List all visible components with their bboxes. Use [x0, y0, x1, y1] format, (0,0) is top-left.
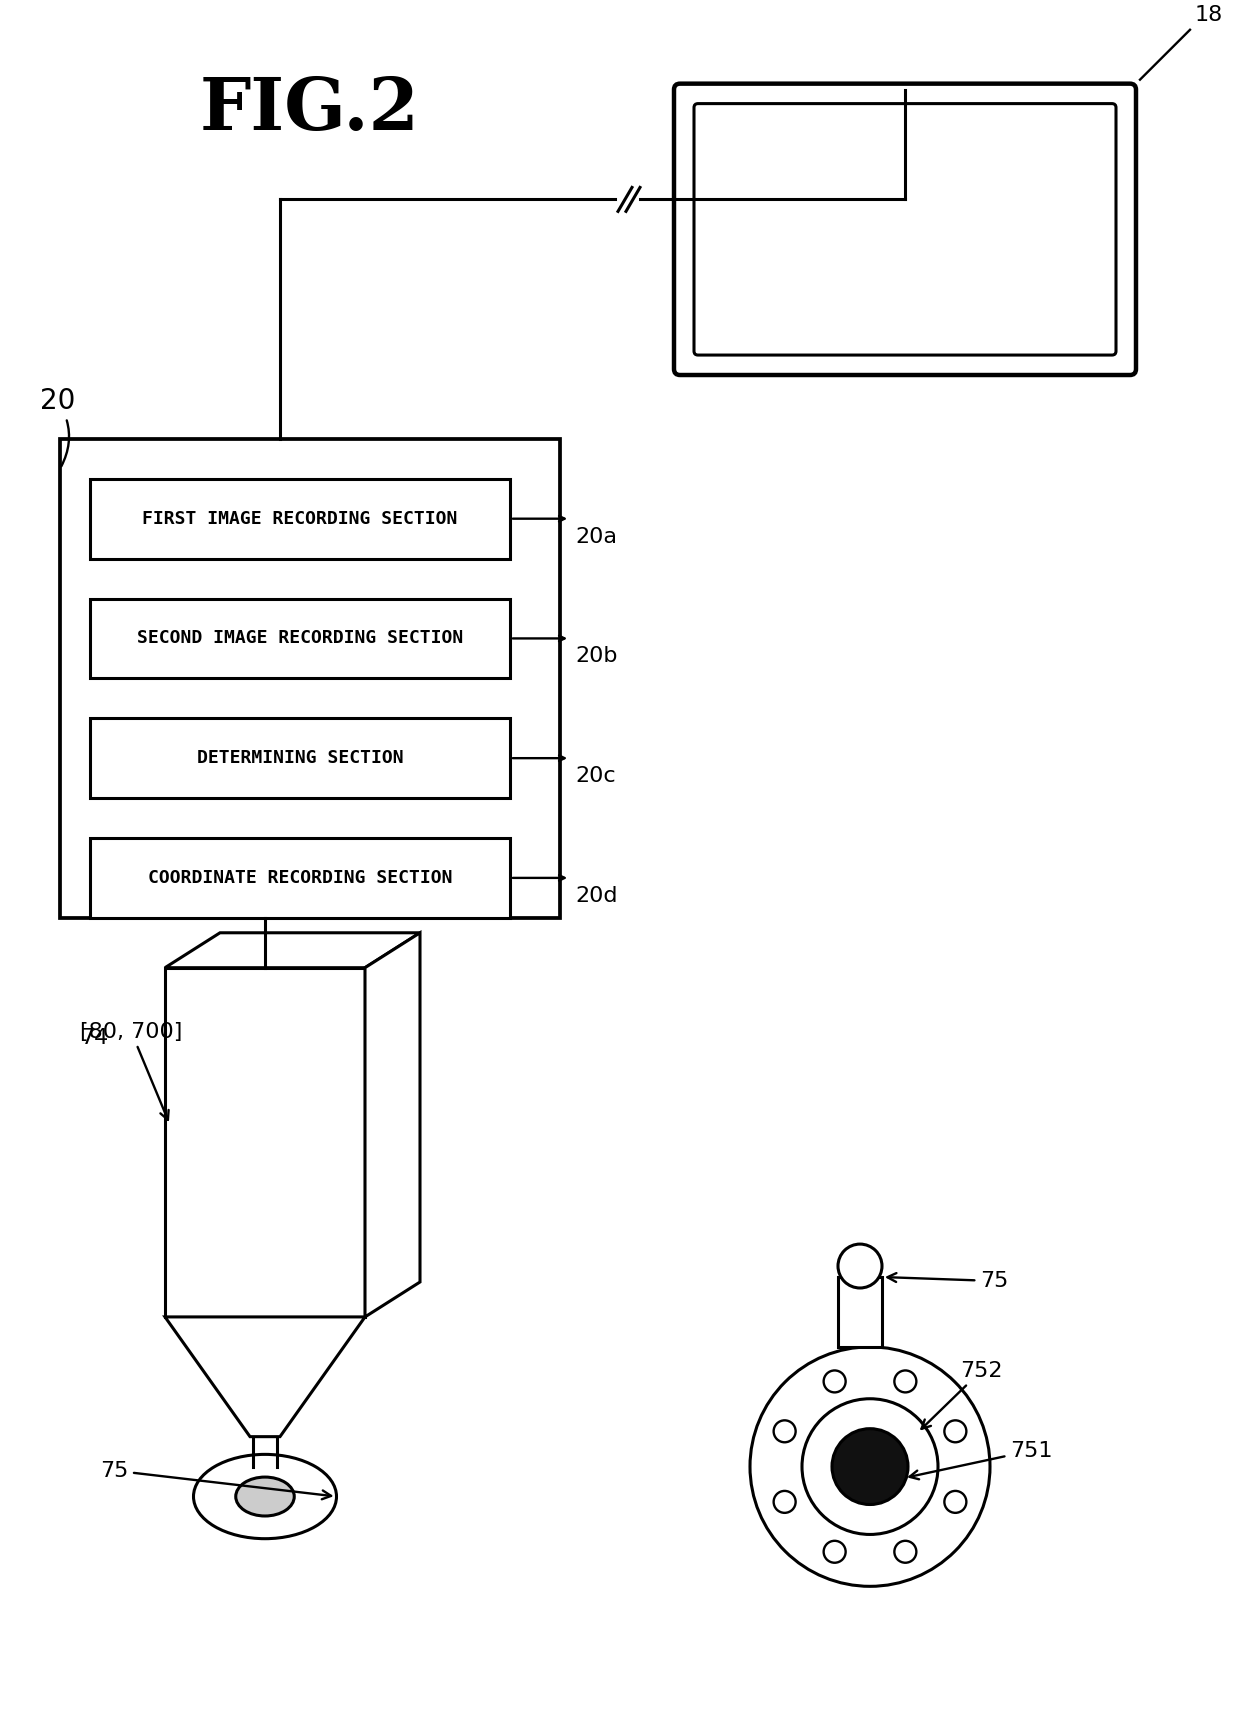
Text: [80, 700]: [80, 700] — [81, 1021, 182, 1120]
Circle shape — [894, 1542, 916, 1562]
Polygon shape — [165, 932, 420, 967]
Circle shape — [802, 1399, 937, 1535]
Circle shape — [750, 1347, 990, 1587]
Bar — [91, 838, 510, 918]
Text: FIRST IMAGE RECORDING SECTION: FIRST IMAGE RECORDING SECTION — [143, 510, 458, 528]
Text: 20a: 20a — [575, 526, 618, 547]
Circle shape — [823, 1542, 846, 1562]
Text: 20: 20 — [40, 387, 76, 467]
Bar — [91, 479, 510, 559]
FancyBboxPatch shape — [675, 83, 1136, 375]
Circle shape — [945, 1491, 966, 1512]
Bar — [91, 599, 510, 679]
Polygon shape — [365, 932, 420, 1318]
Circle shape — [945, 1420, 966, 1443]
Text: 75: 75 — [888, 1271, 1008, 1292]
Circle shape — [894, 1370, 916, 1392]
Ellipse shape — [193, 1455, 336, 1538]
Text: 752: 752 — [921, 1361, 1002, 1429]
Bar — [165, 967, 365, 1318]
Text: 20b: 20b — [575, 646, 618, 667]
Ellipse shape — [236, 1477, 294, 1516]
Bar — [838, 1278, 882, 1347]
Circle shape — [832, 1429, 908, 1505]
Bar — [91, 719, 510, 799]
Text: FIG.2: FIG.2 — [200, 75, 420, 146]
Text: 75: 75 — [100, 1460, 331, 1500]
Text: 74: 74 — [81, 1028, 108, 1047]
Circle shape — [838, 1245, 882, 1288]
Circle shape — [774, 1491, 796, 1512]
Text: 20c: 20c — [575, 766, 615, 786]
Text: COORDINATE RECORDING SECTION: COORDINATE RECORDING SECTION — [148, 870, 453, 887]
Bar — [60, 439, 560, 918]
Text: SECOND IMAGE RECORDING SECTION: SECOND IMAGE RECORDING SECTION — [136, 630, 463, 648]
Circle shape — [823, 1370, 846, 1392]
Text: DETERMINING SECTION: DETERMINING SECTION — [197, 750, 403, 767]
Circle shape — [774, 1420, 796, 1443]
FancyBboxPatch shape — [694, 104, 1116, 356]
Text: 18: 18 — [1195, 5, 1223, 24]
Text: 20d: 20d — [575, 885, 618, 906]
Text: 751: 751 — [909, 1441, 1053, 1479]
Polygon shape — [165, 1318, 365, 1437]
